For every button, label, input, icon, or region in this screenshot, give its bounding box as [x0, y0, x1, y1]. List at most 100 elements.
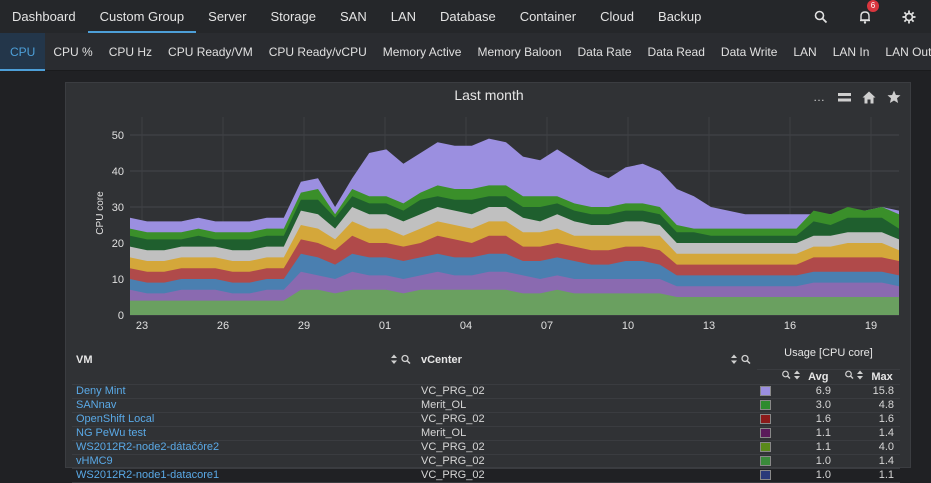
tab-data-write[interactable]: Data Write	[720, 44, 778, 59]
tab-cpu[interactable]: CPU	[0, 32, 46, 71]
vm-link[interactable]: WS2012R2-node1-datacore1	[76, 468, 220, 481]
tab-lan-out[interactable]: LAN Out	[885, 44, 931, 59]
avg-cell: 1.0	[773, 468, 837, 483]
series-color-swatch	[760, 469, 771, 480]
y-axis-label: CPU core	[95, 191, 106, 235]
avg-cell: 3.0	[773, 398, 837, 413]
max-column-header[interactable]: Max	[837, 369, 900, 385]
notifications-bell-icon[interactable]: 6	[843, 0, 887, 33]
series-area	[130, 289, 899, 315]
search-icon[interactable]	[799, 0, 843, 33]
chart-areas	[130, 138, 899, 315]
more-options-icon[interactable]: …	[813, 90, 825, 104]
max-cell: 4.8	[837, 398, 900, 413]
list-view-icon[interactable]	[836, 89, 852, 105]
vcenter-cell: VC_PRG_02	[417, 468, 757, 483]
top-navigation: Dashboard Custom Group Server Storage SA…	[0, 0, 931, 33]
chart-toolbar: …	[811, 89, 902, 105]
topnav-server[interactable]: Server	[208, 9, 247, 24]
y-tick-label: 10	[112, 274, 124, 286]
vcenter-cell: Merit_OL	[417, 398, 757, 413]
series-color-swatch	[760, 399, 771, 410]
topnav-dashboard[interactable]: Dashboard	[12, 9, 76, 24]
usage-group-header: Usage [CPU core]	[757, 339, 900, 370]
topnav-storage[interactable]: Storage	[270, 9, 316, 24]
avg-cell: 6.9	[773, 384, 837, 399]
series-color-swatch	[760, 385, 771, 396]
y-tick-label: 40	[112, 166, 124, 178]
avg-cell: 1.1	[773, 426, 837, 441]
table-row: SANnav Merit_OL 3.0 4.8	[72, 398, 900, 413]
vm-usage-table: VM vCenter Usage [CPU core] Avg	[72, 339, 900, 483]
x-tick-label: 19	[865, 320, 877, 332]
max-cell: 1.4	[837, 426, 900, 441]
vcenter-cell: VC_PRG_02	[417, 454, 757, 469]
table-row: vHMC9 VC_PRG_02 1.0 1.4	[72, 454, 900, 469]
vcenter-column-header[interactable]: vCenter	[417, 339, 757, 385]
notification-count-badge: 6	[867, 0, 879, 12]
vcenter-cell: VC_PRG_02	[417, 384, 757, 399]
tab-lan[interactable]: LAN	[793, 44, 817, 59]
series-color-swatch	[760, 455, 771, 466]
max-cell: 1.1	[837, 468, 900, 483]
x-axis-ticks: 23 26 29 01 04 07 10 13 16 19	[136, 320, 877, 332]
cpu-area-chart: 0 10 20 30 40 50 23 26 29 01 04 07 10 13 16 19 CPU cor…	[95, 117, 899, 332]
tab-lan-in[interactable]: LAN In	[832, 44, 870, 59]
x-tick-label: 16	[784, 320, 796, 332]
topnav-database[interactable]: Database	[440, 9, 496, 24]
table-row: NG PeWu test Merit_OL 1.1 1.4	[72, 426, 900, 441]
chart-title: Last month	[454, 87, 524, 103]
table-row: Deny Mint VC_PRG_02 6.9 15.8	[72, 384, 900, 399]
tab-memory-active[interactable]: Memory Active	[382, 44, 462, 59]
star-favorite-icon[interactable]	[886, 89, 902, 105]
vm-link[interactable]: SANnav	[76, 398, 117, 411]
tab-data-read[interactable]: Data Read	[647, 44, 705, 59]
x-tick-label: 07	[541, 320, 553, 332]
vcenter-cell: VC_PRG_02	[417, 412, 757, 427]
vm-link[interactable]: OpenShift Local	[76, 412, 155, 425]
vm-link[interactable]: vHMC9	[76, 454, 113, 467]
max-cell: 1.4	[837, 454, 900, 469]
tab-cpu-ready-vm[interactable]: CPU Ready/VM	[168, 44, 253, 59]
vm-sort-filter-icon[interactable]	[389, 354, 413, 369]
vm-link[interactable]: WS2012R2-node2-dátačóre2	[76, 440, 220, 453]
chart-panel: Last month … 0 10 20 30 40 50 23 26 29 01 04 07 10 1…	[65, 82, 911, 483]
topnav-container[interactable]: Container	[519, 9, 577, 24]
series-color-swatch	[760, 413, 771, 424]
topnav-custom-group[interactable]: Custom Group	[87, 0, 197, 33]
series-color-swatch	[760, 441, 771, 452]
topnav-backup[interactable]: Backup	[658, 9, 702, 24]
y-tick-label: 50	[112, 130, 124, 142]
home-icon[interactable]	[861, 89, 877, 105]
avg-cell: 1.0	[773, 454, 837, 469]
y-tick-label: 30	[112, 202, 124, 214]
tab-cpu-hz[interactable]: CPU Hz	[108, 44, 153, 59]
vcenter-sort-filter-icon[interactable]	[729, 354, 753, 369]
gear-icon[interactable]	[887, 0, 931, 33]
x-tick-label: 29	[298, 320, 310, 332]
topnav-cloud[interactable]: Cloud	[600, 9, 635, 24]
tab-memory-baloon[interactable]: Memory Baloon	[477, 44, 562, 59]
max-cell: 1.6	[837, 412, 900, 427]
x-tick-label: 26	[217, 320, 229, 332]
topnav-san[interactable]: SAN	[340, 9, 367, 24]
tab-cpu-ready-vcpu[interactable]: CPU Ready/vCPU	[268, 44, 367, 59]
avg-cell: 1.6	[773, 412, 837, 427]
vm-link[interactable]: NG PeWu test	[76, 426, 147, 439]
vm-link[interactable]: Deny Mint	[76, 384, 126, 397]
y-tick-label: 20	[112, 238, 124, 250]
max-cell: 4.0	[837, 440, 900, 455]
x-tick-label: 13	[703, 320, 715, 332]
vcenter-cell: VC_PRG_02	[417, 440, 757, 455]
table-row: OpenShift Local VC_PRG_02 1.6 1.6	[72, 412, 900, 427]
avg-cell: 1.1	[773, 440, 837, 455]
vm-column-header[interactable]: VM	[72, 339, 417, 385]
max-cell: 15.8	[837, 384, 900, 399]
tab-data-rate[interactable]: Data Rate	[577, 44, 632, 59]
x-tick-label: 23	[136, 320, 148, 332]
topnav-lan[interactable]: LAN	[390, 9, 417, 24]
tab-cpu-percent[interactable]: CPU %	[53, 44, 93, 59]
avg-column-header[interactable]: Avg	[773, 369, 837, 385]
table-row: WS2012R2-node1-datacore1 VC_PRG_02 1.0 1…	[72, 468, 900, 483]
x-tick-label: 01	[379, 320, 391, 332]
